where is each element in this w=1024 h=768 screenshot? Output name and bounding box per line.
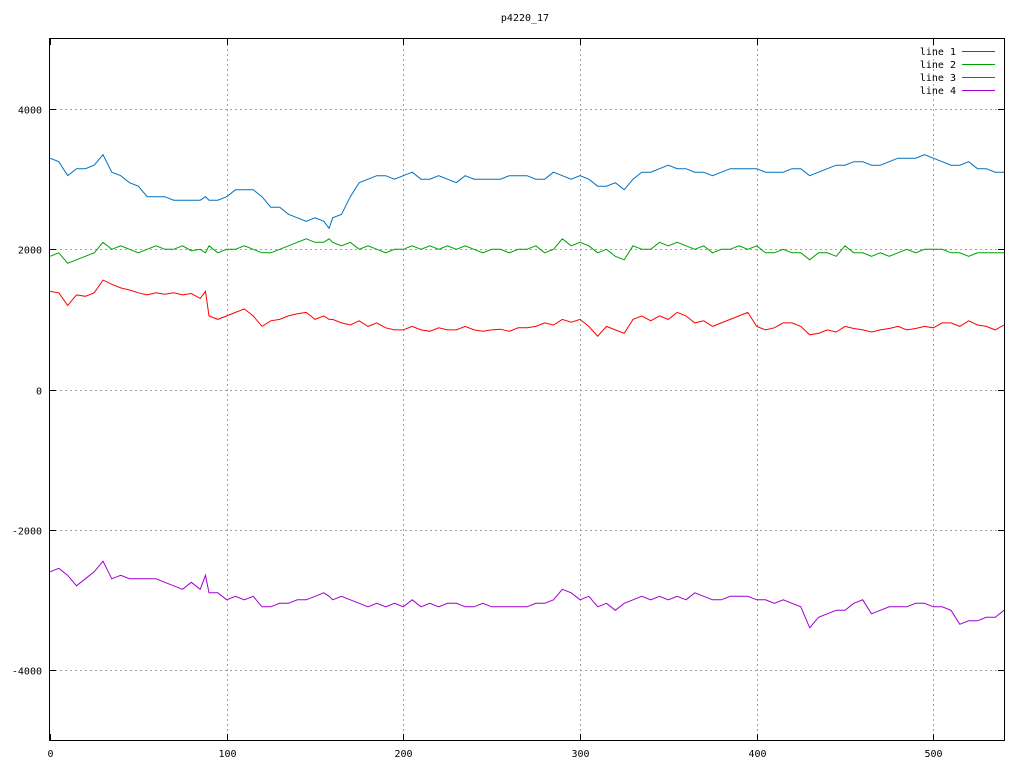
legend: line 1 line 2 line 3 line 4 — [920, 47, 995, 97]
y-tick-label: -4000 — [12, 667, 42, 678]
series-line-3 — [49, 153, 1004, 230]
y-tick-label: 2000 — [18, 246, 42, 257]
y-tick-label: 0 — [36, 387, 42, 398]
x-tick-label: 400 — [748, 749, 766, 760]
x-tick-label: 500 — [924, 749, 942, 760]
x-tick-label: 300 — [571, 749, 589, 760]
x-tick-label: 200 — [394, 749, 412, 760]
series-line-4 — [49, 560, 1005, 629]
legend-label-4: line 4 — [920, 86, 956, 97]
series-lines — [49, 153, 1005, 629]
legend-label-2: line 2 — [920, 60, 956, 71]
x-tick-label: 0 — [47, 749, 53, 760]
grid — [50, 39, 1004, 740]
series-line-2 — [49, 238, 1004, 264]
plot-frame — [49, 38, 1005, 741]
x-tick-label: 100 — [218, 749, 236, 760]
legend-label-3: line 3 — [920, 73, 956, 84]
chart-title: p4220_17 — [501, 13, 549, 24]
legend-label-1: line 1 — [920, 47, 956, 58]
axis-ticks: 0 100 200 300 400 500 -4000 -2000 0 2000 4000 — [12, 39, 1004, 760]
y-tick-label: -2000 — [12, 527, 42, 538]
series-line-1 — [49, 279, 1005, 337]
y-tick-label: 4000 — [18, 106, 42, 117]
